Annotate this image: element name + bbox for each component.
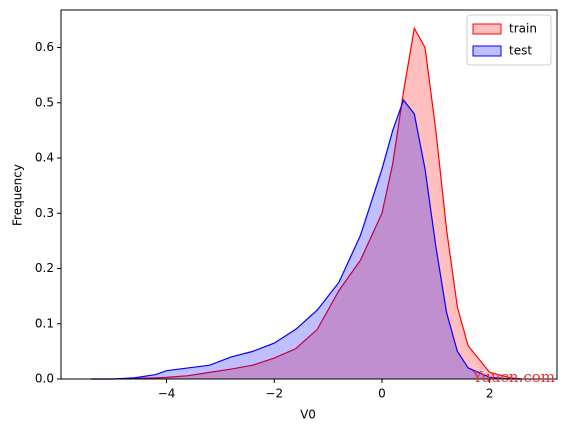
x-axis-label: V0	[300, 408, 316, 422]
y-tick-label: 0.1	[35, 316, 54, 330]
x-tick-label: −4	[158, 387, 176, 401]
y-tick-label: 0.3	[35, 206, 54, 220]
plot-frame	[60, 9, 558, 380]
legend-swatch	[472, 23, 502, 35]
y-tick-label: 0.4	[35, 151, 54, 165]
y-tick-label: 0.0	[35, 372, 54, 386]
y-tick-label: 0.2	[35, 261, 54, 275]
legend-swatch	[472, 45, 502, 57]
legend: train test	[466, 14, 552, 66]
y-tick-label: 0.5	[35, 95, 54, 109]
x-tick-label: 0	[378, 387, 386, 401]
area-fill	[91, 100, 522, 380]
x-tick-label: −2	[265, 387, 283, 401]
y-tick-label: 0.6	[35, 40, 54, 54]
density-line	[91, 26, 523, 380]
watermark: Yuucn.com	[472, 368, 555, 386]
legend-label: train	[509, 22, 537, 36]
x-tick-label: 2	[486, 387, 494, 401]
y-axis-label: Frequency	[11, 164, 25, 226]
density-line	[91, 98, 522, 380]
legend-frame	[466, 14, 552, 66]
legend-label: test	[509, 44, 532, 58]
